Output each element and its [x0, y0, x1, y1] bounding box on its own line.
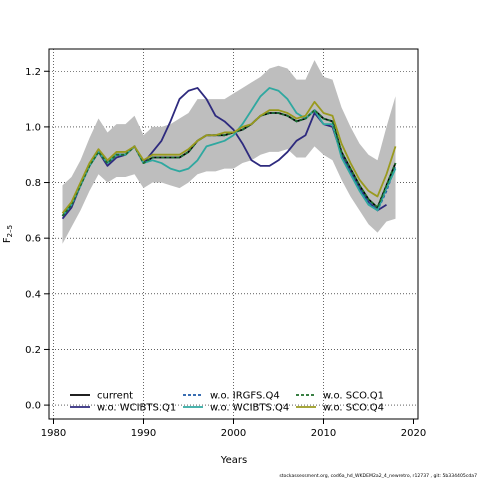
legend-label-4: w.o. SCO.Q1: [323, 391, 384, 402]
y-axis-label-main: F: [2, 237, 13, 243]
series-line-4: [61, 109, 397, 217]
legend-label-1: w.o. WCIBTS.Q1: [97, 403, 176, 414]
x-tick-label-1990: 1990: [131, 428, 156, 439]
x-tick-label-2020: 2020: [401, 428, 426, 439]
legend-label-0: current: [97, 391, 133, 402]
y-tick-label-5: 1.0: [25, 122, 41, 133]
y-tick-label-3: 0.6: [25, 234, 41, 245]
series-lines: [61, 87, 397, 220]
y-axis: 0.0 0.2 0.4 0.6 0.8 1.0 1.2: [25, 67, 49, 412]
y-tick-label-4: 0.8: [25, 178, 41, 189]
x-tick-label-1980: 1980: [41, 428, 66, 439]
x-tick-label-2000: 2000: [221, 428, 246, 439]
footer-text: stockassessment.org, cod6a_hd_WKDEM2a2_4…: [279, 473, 477, 479]
x-axis: 1980 1990 2000 2010 2020: [41, 419, 426, 439]
y-tick-label-6: 1.2: [25, 67, 41, 78]
x-tick-label-2010: 2010: [311, 428, 336, 439]
y-axis-label: F2–5: [2, 225, 14, 243]
legend-label-2: w.o. IRGFS.Q4: [210, 391, 280, 402]
y-axis-label-subscript: 2–5: [6, 225, 14, 237]
legend-label-5: w.o. SCO.Q4: [323, 403, 384, 414]
y-tick-label-2: 0.4: [25, 289, 41, 300]
y-tick-label-0: 0.0: [25, 401, 41, 412]
y-tick-label-1: 0.2: [25, 345, 41, 356]
x-axis-label: Years: [220, 455, 247, 466]
series-line-5: [61, 100, 397, 214]
legend-label-3: w.o. WCIBTS.Q4: [210, 403, 289, 414]
